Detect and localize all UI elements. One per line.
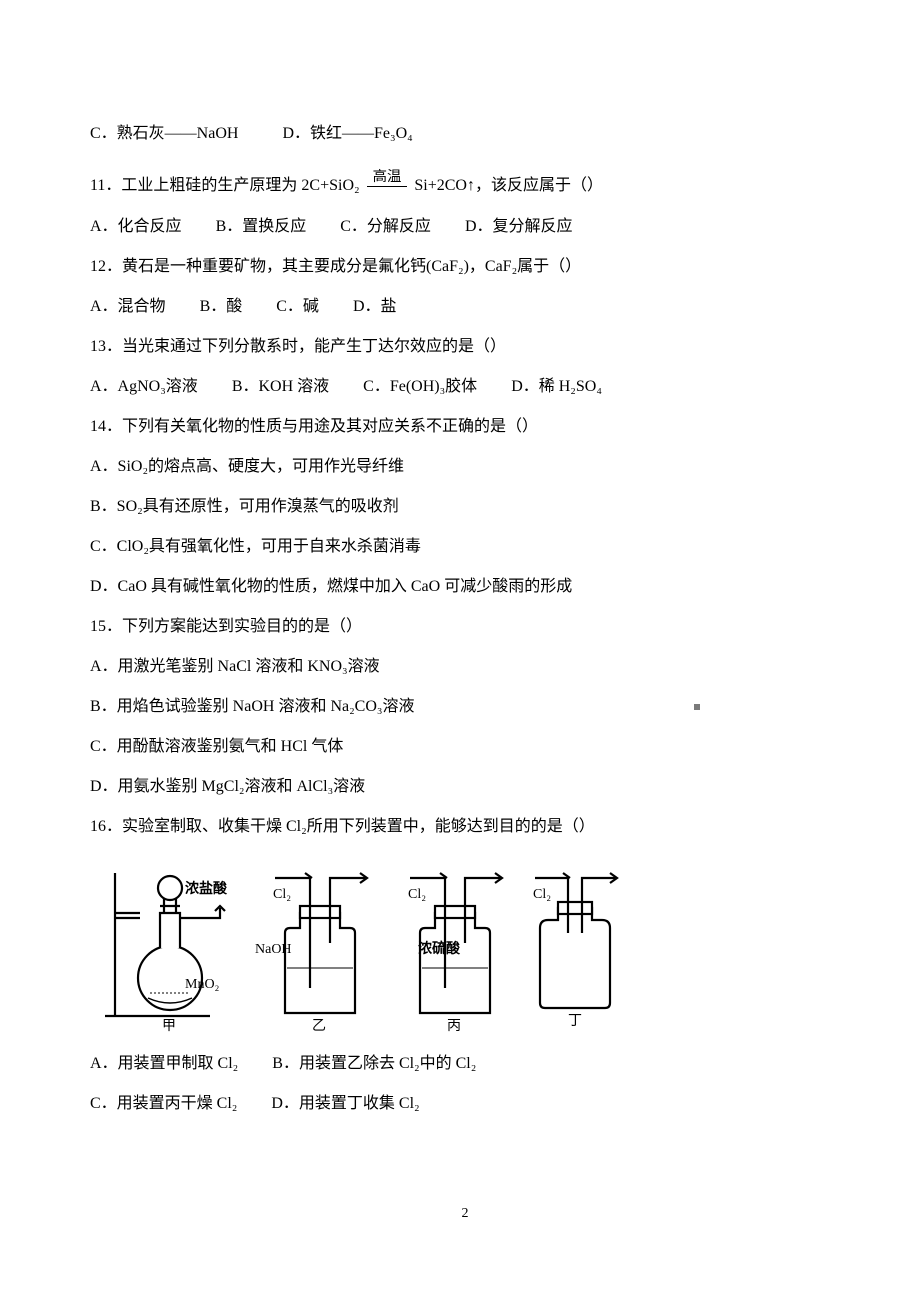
q14-stem: 14．下列有关氧化物的性质与用途及其对应关系不正确的是（） (90, 411, 840, 443)
apparatus-jia: 浓盐酸 MnO₂ 甲 (105, 873, 228, 1033)
svg-text:Cl₂: Cl₂ (408, 887, 426, 902)
q14-option-c: C．ClO₂具有强氧化性，可用于自来水杀菌消毒 (90, 531, 840, 563)
page-number: 2 (90, 1200, 840, 1228)
q13-option-c: C．Fe(OH)₃胶体 (363, 378, 477, 395)
q10-option-d: D．铁红——Fe₃O₄ (282, 125, 412, 142)
q14-option-d: D．CaO 具有碱性氧化物的性质，燃煤中加入 CaO 可减少酸雨的形成 (90, 571, 840, 603)
q14-option-b: B．SO₂具有还原性，可用作溴蒸气的吸收剂 (90, 491, 840, 523)
q11-option-d: D．复分解反应 (465, 218, 573, 235)
q15-option-a: A．用激光笔鉴别 NaCl 溶液和 KNO₃溶液 (90, 651, 840, 683)
q13-stem: 13．当光束通过下列分散系时，能产生丁达尔效应的是（） (90, 331, 840, 363)
dot-icon (694, 704, 700, 710)
q16-option-b: B．用装置乙除去 Cl₂中的 Cl₂ (272, 1055, 476, 1072)
q13-option-d: D．稀 H₂SO₄ (511, 378, 602, 395)
svg-text:乙: 乙 (312, 1018, 326, 1033)
apparatus-figure: 浓盐酸 MnO₂ 甲 Cl₂ NaOH 乙 (90, 858, 840, 1033)
svg-text:浓盐酸: 浓盐酸 (185, 880, 228, 897)
q11-option-c: C．分解反应 (340, 218, 431, 235)
svg-text:丙: 丙 (447, 1019, 461, 1033)
q11-option-b: B．置换反应 (216, 218, 307, 235)
q15-option-d: D．用氨水鉴别 MgCl₂溶液和 AlCl₃溶液 (90, 771, 840, 803)
q12-option-c: C．碱 (276, 298, 319, 315)
q12-option-d: D．盐 (353, 298, 397, 315)
q12-option-b: B．酸 (200, 298, 243, 315)
apparatus-bing: Cl₂ 浓硫酸 丙 (408, 873, 502, 1033)
svg-text:浓硫酸: 浓硫酸 (418, 940, 461, 957)
q16-option-a: A．用装置甲制取 Cl₂ (90, 1055, 238, 1072)
apparatus-ding: Cl₂ 丁 (533, 873, 617, 1029)
svg-text:Cl₂: Cl₂ (533, 887, 551, 902)
q12-option-a: A．混合物 (90, 298, 166, 315)
q13-option-a: A．AgNO₃溶液 (90, 378, 198, 395)
svg-text:Cl₂: Cl₂ (273, 887, 291, 902)
q15-option-b: B．用焰色试验鉴别 NaOH 溶液和 Na₂CO₃溶液 (90, 698, 414, 715)
q12-stem: 12．黄石是一种重要矿物，其主要成分是氟化钙(CaF₂)，CaF₂属于（） (90, 251, 840, 283)
q14-option-a: A．SiO₂的熔点高、硬度大，可用作光导纤维 (90, 451, 840, 483)
svg-text:甲: 甲 (162, 1019, 176, 1033)
q16-stem: 16．实验室制取、收集干燥 Cl₂所用下列装置中，能够达到目的的是（） (90, 811, 840, 843)
apparatus-yi: Cl₂ NaOH 乙 (255, 873, 367, 1033)
q13-option-b: B．KOH 溶液 (232, 378, 329, 395)
q16-option-c: C．用装置丙干燥 Cl₂ (90, 1095, 237, 1112)
svg-text:丁: 丁 (568, 1014, 582, 1029)
q15-option-c: C．用酚酞溶液鉴别氨气和 HCl 气体 (90, 731, 840, 763)
q15-stem: 15．下列方案能达到实验目的的是（） (90, 611, 840, 643)
q11-stem-a: 11．工业上粗硅的生产原理为 2C+SiO₂ (90, 177, 360, 194)
svg-text:NaOH: NaOH (255, 942, 292, 957)
q16-option-d: D．用装置丁收集 Cl₂ (271, 1095, 419, 1112)
svg-text:MnO₂: MnO₂ (185, 977, 220, 992)
q10-option-c: C．熟石灰——NaOH (90, 125, 238, 142)
reaction-condition: 高温 (367, 170, 408, 203)
q11-option-a: A．化合反应 (90, 218, 182, 235)
q11-stem-b: Si+2CO↑，该反应属于（） (414, 177, 603, 194)
